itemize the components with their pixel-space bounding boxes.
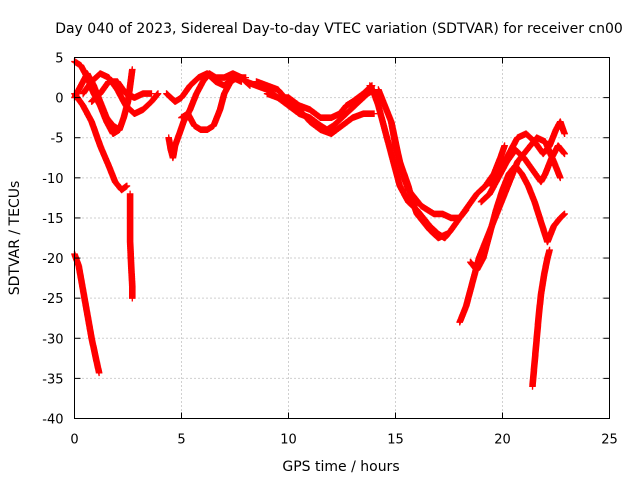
y-tick-label: 5 (55, 52, 63, 67)
data-marks (178, 74, 249, 133)
series-s7 (126, 190, 136, 302)
x-axis-label: GPS time / hours (282, 459, 399, 475)
y-tick-label: -35 (42, 372, 63, 387)
data-marks (79, 70, 162, 117)
y-tick-label: -5 (51, 132, 64, 147)
data-marks (488, 118, 568, 190)
series-s5 (79, 70, 162, 117)
data-marks (387, 118, 451, 242)
x-tick-label: 15 (387, 433, 404, 448)
x-tick-label: 25 (601, 433, 618, 448)
y-tick-label: -40 (42, 413, 63, 428)
plot-frame (74, 57, 610, 419)
x-tick-label: 20 (494, 433, 511, 448)
data-marks (263, 82, 376, 121)
series-s10 (178, 74, 249, 133)
series-s20 (488, 118, 568, 190)
series-s12 (253, 78, 378, 137)
y-tick-label: -30 (42, 332, 63, 347)
series-s16 (387, 118, 451, 242)
data-marks (253, 78, 378, 137)
tick-layer: 0 5 10 15 20 25 5 0 -5 -10 -15 -20 -25 -30 -35 -40 (42, 52, 618, 448)
y-tick-label: -15 (42, 212, 63, 227)
data-marks (126, 190, 136, 302)
x-tick-label: 10 (280, 433, 297, 448)
series-s18 (467, 162, 568, 274)
x-tick-label: 0 (70, 433, 78, 448)
series-s21 (529, 246, 553, 390)
series-s9 (163, 70, 245, 105)
series-s13 (263, 82, 376, 121)
x-tick-label: 5 (177, 433, 185, 448)
data-marks (71, 250, 103, 377)
data-marks (529, 246, 553, 390)
data-marks (467, 162, 568, 274)
chart-title: Day 040 of 2023, Sidereal Day-to-day VTE… (55, 21, 623, 37)
y-tick-label: -10 (42, 172, 63, 187)
series-s1 (71, 250, 103, 377)
data-layer (71, 58, 568, 390)
series-s6 (88, 78, 155, 105)
grid-layer (74, 57, 610, 419)
y-tick-label: -20 (42, 252, 63, 267)
y-tick-label: -25 (42, 292, 63, 307)
y-tick-label: 0 (55, 92, 63, 107)
data-marks (163, 70, 245, 105)
data-marks (88, 78, 155, 105)
y-axis-label: SDTVAR / TECUs (7, 181, 23, 296)
